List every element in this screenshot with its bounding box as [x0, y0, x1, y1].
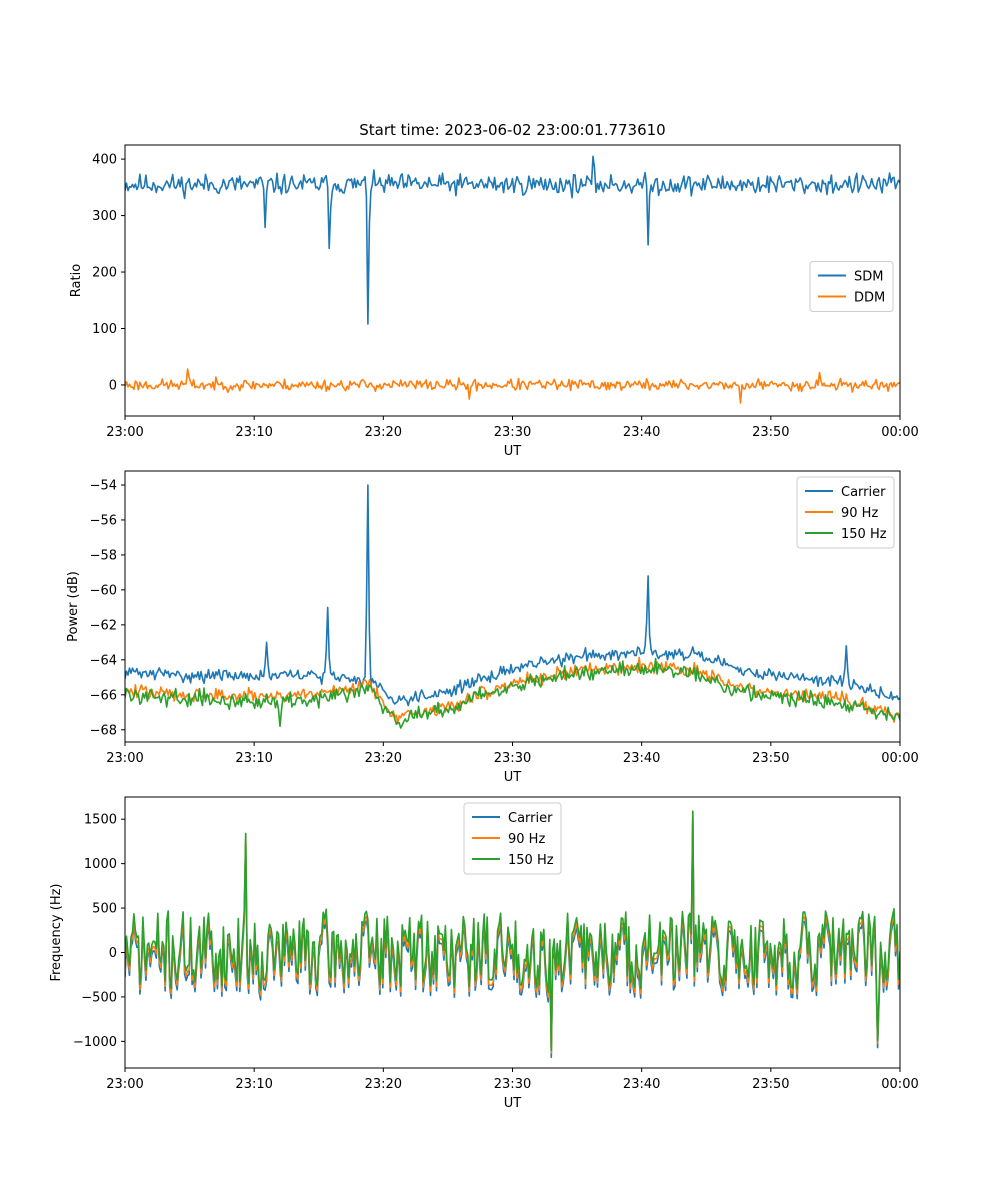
series-line-ddm	[125, 368, 900, 404]
legend-box	[809, 261, 894, 312]
x-tick-label: 00:00	[881, 425, 918, 440]
legend-box	[796, 476, 895, 549]
x-tick-label: 23:00	[106, 425, 143, 440]
y-tick-label: −60	[90, 583, 117, 598]
series-line-150-hz	[125, 810, 900, 1051]
x-tick-label: 23:10	[235, 751, 272, 766]
y-tick-label: −68	[90, 723, 117, 738]
y-axis-label: Frequency (Hz)	[49, 883, 64, 981]
legend-label: 150 Hz	[841, 527, 887, 542]
power-panel: 23:00 23:10 23:20 23:30 23:40 23:50 00:00 −68 −6…	[66, 470, 919, 785]
legend: Carrier 90 Hz 150 Hz	[796, 476, 895, 549]
y-axis-label: Ratio	[69, 264, 84, 297]
legend-label: DDM	[854, 291, 885, 306]
y-tick-label: 200	[92, 266, 117, 281]
x-tick-label: 23:10	[235, 1077, 272, 1092]
y-tick-label: 100	[92, 322, 117, 337]
x-tick-label: 23:40	[623, 1077, 660, 1092]
legend-label: 90 Hz	[508, 832, 545, 847]
y-tick-label: −62	[90, 618, 117, 633]
x-tick-label: 23:40	[623, 751, 660, 766]
series-line-sdm	[125, 155, 900, 325]
x-tick-label: 00:00	[881, 751, 918, 766]
plot-area	[125, 810, 900, 1059]
x-tick-label: 23:10	[235, 425, 272, 440]
x-tick-label: 23:00	[106, 751, 143, 766]
x-tick-label: 23:20	[365, 425, 402, 440]
y-tick-label: 0	[109, 946, 117, 961]
legend: Carrier 90 Hz 150 Hz	[463, 802, 562, 875]
y-tick-label: −64	[90, 653, 117, 668]
legend: SDM DDM	[809, 261, 894, 312]
x-axis-label: UT	[504, 1096, 522, 1111]
x-tick-label: 23:50	[752, 1077, 789, 1092]
x-tick-label: 23:30	[494, 425, 531, 440]
y-tick-label: 500	[92, 902, 117, 917]
x-tick-label: 23:30	[494, 1077, 531, 1092]
x-tick-label: 23:00	[106, 1077, 143, 1092]
y-tick-label: 1500	[84, 813, 117, 828]
y-tick-label: −66	[90, 688, 117, 703]
plot-area	[125, 155, 900, 404]
y-tick-label: 400	[92, 153, 117, 168]
x-tick-label: 23:30	[494, 751, 531, 766]
series-line-150-hz	[125, 657, 900, 729]
legend-label: 90 Hz	[841, 506, 878, 521]
x-tick-label: 23:40	[623, 425, 660, 440]
x-axis-label: UT	[504, 444, 522, 459]
y-tick-label: −500	[81, 990, 117, 1005]
x-tick-label: 23:50	[752, 425, 789, 440]
ratio-panel: 23:00 23:10 23:20 23:30 23:40 23:50 00:00 0 100 2…	[69, 144, 919, 459]
x-tick-label: 00:00	[881, 1077, 918, 1092]
legend-label: 150 Hz	[508, 853, 554, 868]
y-tick-label: −1000	[73, 1035, 117, 1050]
plot-area	[125, 484, 900, 729]
x-tick-label: 23:20	[365, 751, 402, 766]
series-line-carrier	[125, 484, 900, 707]
x-tick-label: 23:50	[752, 751, 789, 766]
y-axis-label: Power (dB)	[66, 571, 81, 642]
x-tick-label: 23:20	[365, 1077, 402, 1092]
legend-label: Carrier	[841, 485, 886, 500]
y-tick-label: 0	[109, 378, 117, 393]
y-tick-label: 1000	[84, 857, 117, 872]
y-tick-label: −54	[90, 478, 117, 493]
y-tick-label: −56	[90, 513, 117, 528]
y-tick-label: 300	[92, 209, 117, 224]
legend-label: SDM	[854, 270, 883, 285]
legend-label: Carrier	[508, 811, 553, 826]
x-axis-label: UT	[504, 770, 522, 785]
figure-title: Start time: 2023-06-02 23:00:01.773610	[359, 121, 665, 139]
legend-box	[463, 802, 562, 875]
frequency-panel: 23:00 23:10 23:20 23:30 23:40 23:50 00:00 −1000…	[49, 796, 919, 1111]
y-tick-label: −58	[90, 548, 117, 563]
